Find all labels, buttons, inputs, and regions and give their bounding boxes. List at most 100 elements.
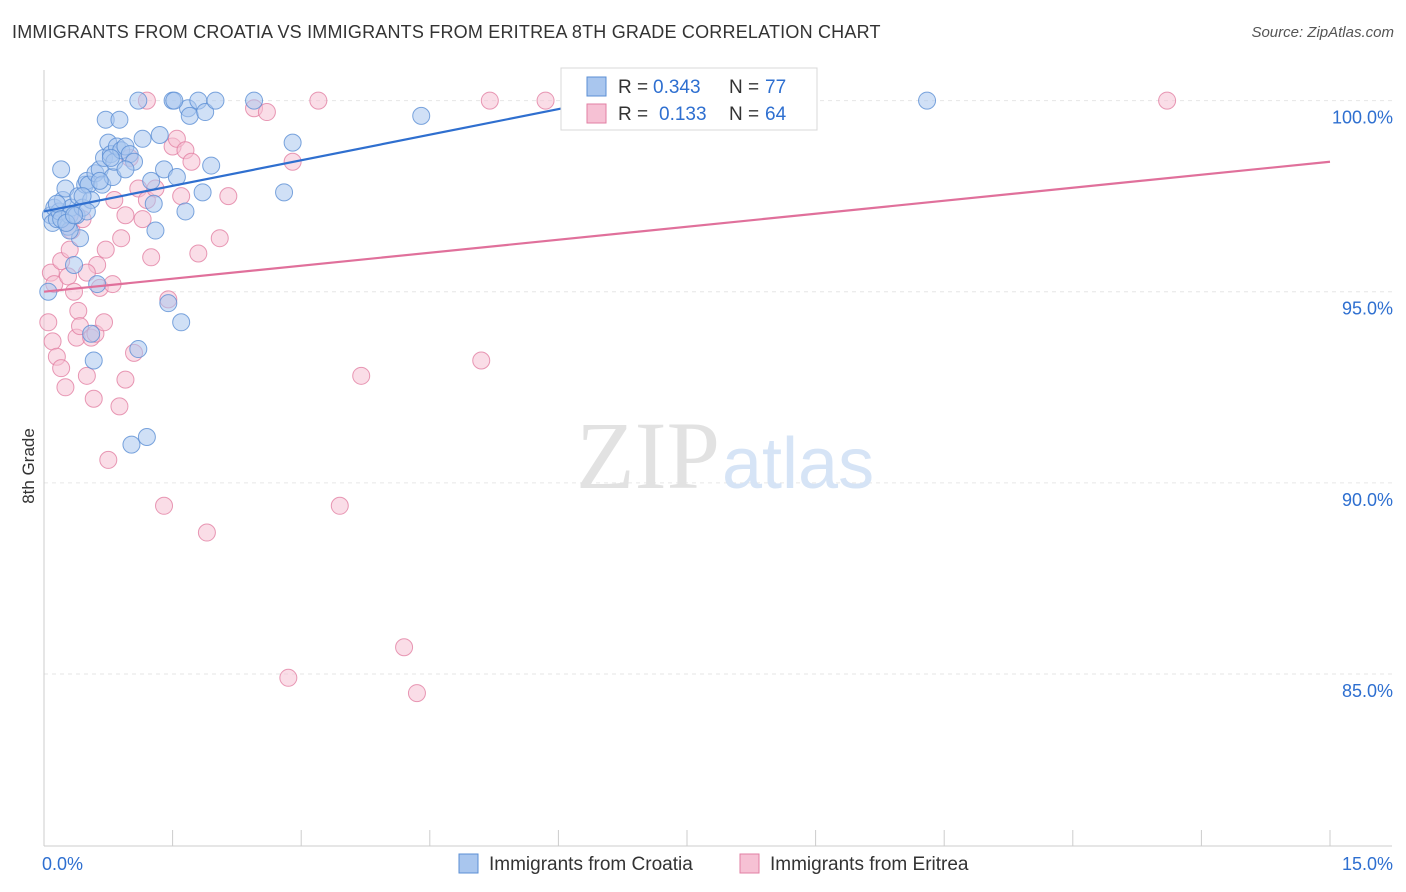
croatia-point bbox=[88, 275, 107, 294]
bottom-legend-croatia: Immigrants from Croatia bbox=[489, 854, 693, 875]
eritrea-point bbox=[142, 248, 161, 267]
legend-swatch-croatia bbox=[586, 76, 607, 97]
croatia-point bbox=[283, 133, 302, 152]
croatia-point bbox=[110, 110, 129, 129]
eritrea-point bbox=[77, 366, 96, 385]
source-label: Source: ZipAtlas.com bbox=[1251, 24, 1394, 41]
legend-r-value-eritrea: 0.133 bbox=[659, 104, 707, 125]
eritrea-point bbox=[95, 313, 114, 332]
watermark-zip: ZIP bbox=[576, 402, 720, 509]
croatia-point bbox=[65, 206, 84, 225]
legend-r-label-croatia: R = bbox=[618, 77, 648, 98]
eritrea-point bbox=[189, 244, 208, 263]
croatia-point bbox=[159, 294, 178, 313]
eritrea-point bbox=[309, 91, 328, 110]
croatia-point bbox=[193, 183, 212, 202]
croatia-point bbox=[90, 171, 109, 190]
croatia-point bbox=[180, 106, 199, 125]
eritrea-point bbox=[536, 91, 555, 110]
eritrea-point bbox=[52, 359, 71, 378]
croatia-trend-line bbox=[43, 99, 602, 213]
eritrea-point bbox=[279, 668, 298, 687]
eritrea-point bbox=[105, 190, 124, 209]
watermark-atlas: atlas bbox=[722, 424, 874, 504]
eritrea-point bbox=[43, 332, 62, 351]
bottom-legend-swatch-croatia bbox=[458, 853, 479, 874]
eritrea-point bbox=[210, 229, 229, 248]
croatia-point bbox=[129, 340, 148, 359]
eritrea-point bbox=[330, 496, 349, 515]
gridlines bbox=[44, 100, 1392, 675]
croatia-point bbox=[275, 183, 294, 202]
eritrea-point bbox=[395, 638, 414, 657]
eritrea-point bbox=[197, 523, 216, 542]
legend-r-value-croatia: 0.343 bbox=[653, 77, 701, 98]
eritrea-point bbox=[99, 450, 118, 469]
eritrea-point bbox=[1158, 91, 1177, 110]
eritrea-point bbox=[116, 370, 135, 389]
x-tick-label: 0.0% bbox=[42, 854, 83, 874]
bottom-legend-swatch-eritrea bbox=[739, 853, 760, 874]
y-axis-label: 8th Grade bbox=[19, 428, 38, 504]
croatia-point bbox=[412, 106, 431, 125]
croatia-point bbox=[918, 91, 937, 110]
legend-n-label-eritrea: N = bbox=[729, 104, 759, 125]
eritrea-point bbox=[155, 496, 174, 515]
croatia-point bbox=[172, 313, 191, 332]
croatia-point bbox=[122, 435, 141, 454]
axes bbox=[43, 70, 1392, 847]
croatia-point bbox=[144, 194, 163, 213]
eritrea-point bbox=[472, 351, 491, 370]
croatia-point bbox=[245, 91, 264, 110]
eritrea-point bbox=[257, 103, 276, 122]
y-tick-label: 85.0% bbox=[1342, 681, 1393, 701]
croatia-point bbox=[101, 148, 120, 167]
trend-lines bbox=[43, 99, 1331, 293]
eritrea-point bbox=[219, 187, 238, 206]
legend-n-value-croatia: 77 bbox=[765, 77, 786, 98]
bottom-legend-eritrea: Immigrants from Eritrea bbox=[770, 854, 969, 875]
eritrea-point bbox=[96, 240, 115, 259]
series-eritrea-points bbox=[39, 91, 1177, 703]
croatia-point bbox=[202, 156, 221, 175]
eritrea-point bbox=[133, 210, 152, 229]
croatia-point bbox=[137, 427, 156, 446]
x-tick-label: 15.0% bbox=[1342, 854, 1393, 874]
eritrea-point bbox=[480, 91, 499, 110]
eritrea-point bbox=[69, 301, 88, 320]
croatia-point bbox=[196, 103, 215, 122]
eritrea-point bbox=[84, 389, 103, 408]
eritrea-trend-line bbox=[43, 160, 1331, 293]
tick-labels: 85.0% 90.0% 95.0% 100.0% 0.0% 15.0% bbox=[42, 108, 1393, 874]
croatia-point bbox=[150, 125, 169, 144]
croatia-point bbox=[84, 351, 103, 370]
eritrea-point bbox=[110, 397, 129, 416]
stats-legend: R = 0.343 N = 77 R = 0.133 N = 64 bbox=[560, 67, 818, 131]
legend-swatch-eritrea bbox=[586, 103, 607, 124]
eritrea-point bbox=[112, 229, 131, 248]
croatia-point bbox=[52, 160, 71, 179]
legend-n-value-eritrea: 64 bbox=[765, 104, 787, 125]
croatia-point bbox=[133, 129, 152, 148]
eritrea-point bbox=[39, 313, 58, 332]
croatia-point bbox=[206, 91, 225, 110]
series-legend: Immigrants from Croatia Immigrants from … bbox=[458, 853, 969, 875]
legend-n-label-croatia: N = bbox=[729, 77, 759, 98]
y-tick-label: 90.0% bbox=[1342, 490, 1393, 510]
croatia-point bbox=[165, 91, 184, 110]
chart-title: IMMIGRANTS FROM CROATIA VS IMMIGRANTS FR… bbox=[12, 22, 881, 42]
eritrea-point bbox=[352, 366, 371, 385]
croatia-point bbox=[146, 221, 165, 240]
eritrea-point bbox=[182, 152, 201, 171]
legend-r-label-eritrea: R = bbox=[618, 104, 648, 125]
croatia-point bbox=[176, 202, 195, 221]
croatia-point bbox=[129, 91, 148, 110]
croatia-point bbox=[82, 324, 101, 343]
series-croatia-points bbox=[39, 91, 937, 454]
eritrea-point bbox=[407, 684, 426, 703]
eritrea-point bbox=[65, 282, 84, 301]
y-tick-label: 100.0% bbox=[1332, 108, 1393, 128]
y-tick-label: 95.0% bbox=[1342, 299, 1393, 319]
eritrea-point bbox=[116, 206, 135, 225]
